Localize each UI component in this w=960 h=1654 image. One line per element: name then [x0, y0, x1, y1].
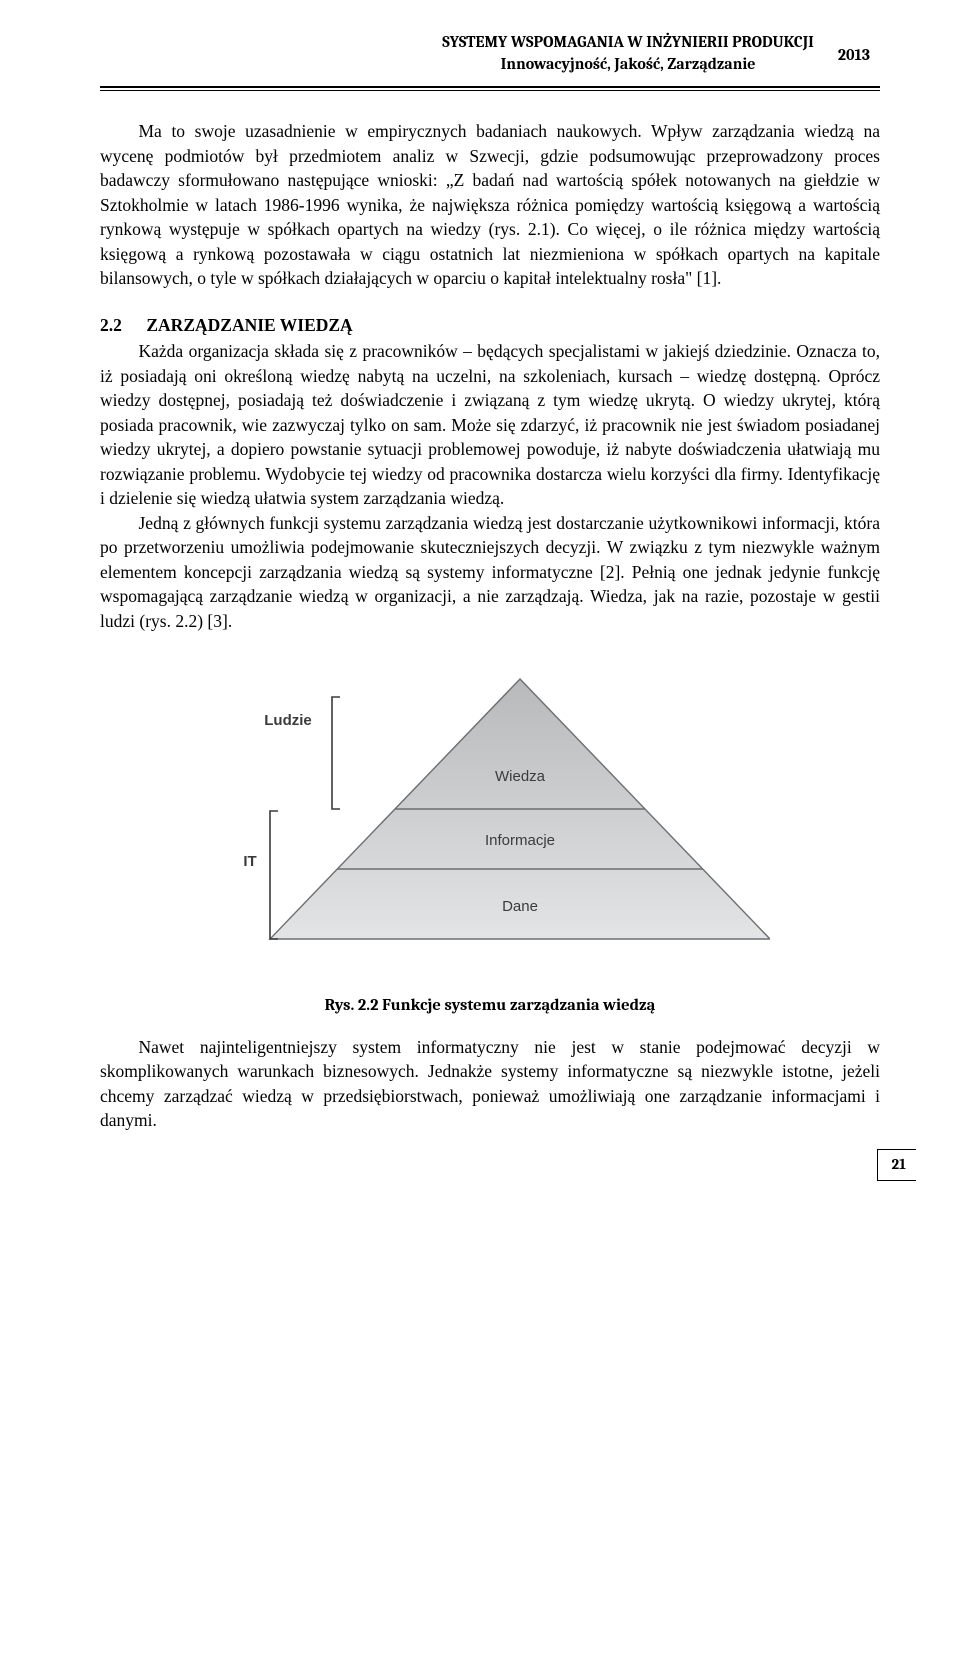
section-title: ZARZĄDZANIE WIEDZĄ — [146, 315, 352, 335]
section-heading: 2.2 ZARZĄDZANIE WIEDZĄ — [100, 313, 880, 338]
svg-text:Dane: Dane — [502, 898, 538, 915]
paragraph-2: Każda organizacja składa się z pracownik… — [100, 339, 880, 511]
pyramid-diagram: Wiedza Informacje Dane Ludzie IT — [210, 661, 770, 981]
paragraph-1: Ma to swoje uzasadnienie w empirycznych … — [100, 119, 880, 291]
paragraph-4: Nawet najinteligentniejszy system inform… — [100, 1035, 880, 1133]
header-rule-thick — [100, 86, 880, 88]
header-rule-thin — [100, 90, 880, 91]
svg-text:Wiedza: Wiedza — [495, 768, 546, 785]
running-header: SYSTEMY WSPOMAGANIA W INŻYNIERII PRODUKC… — [100, 30, 880, 80]
section-number: 2.2 — [100, 313, 122, 338]
header-title-line1: SYSTEMY WSPOMAGANIA W INŻYNIERII PRODUKC… — [442, 32, 814, 54]
header-year: 2013 — [828, 30, 880, 80]
figure-caption: Rys. 2.2 Funkcje systemu zarządzania wie… — [100, 994, 880, 1017]
svg-text:Ludzie: Ludzie — [264, 712, 312, 729]
page-number: 21 — [877, 1149, 916, 1181]
figure-2-2: Wiedza Informacje Dane Ludzie IT Rys. 2.2 Fu… — [100, 661, 880, 1017]
header-title: SYSTEMY WSPOMAGANIA W INŻYNIERII PRODUKC… — [428, 30, 828, 80]
header-title-line2: Innowacyjność, Jakość, Zarządzanie — [442, 54, 814, 76]
paragraph-3: Jedną z głównych funkcji systemu zarządz… — [100, 511, 880, 634]
svg-text:Informacje: Informacje — [485, 832, 555, 849]
svg-text:IT: IT — [243, 853, 256, 870]
